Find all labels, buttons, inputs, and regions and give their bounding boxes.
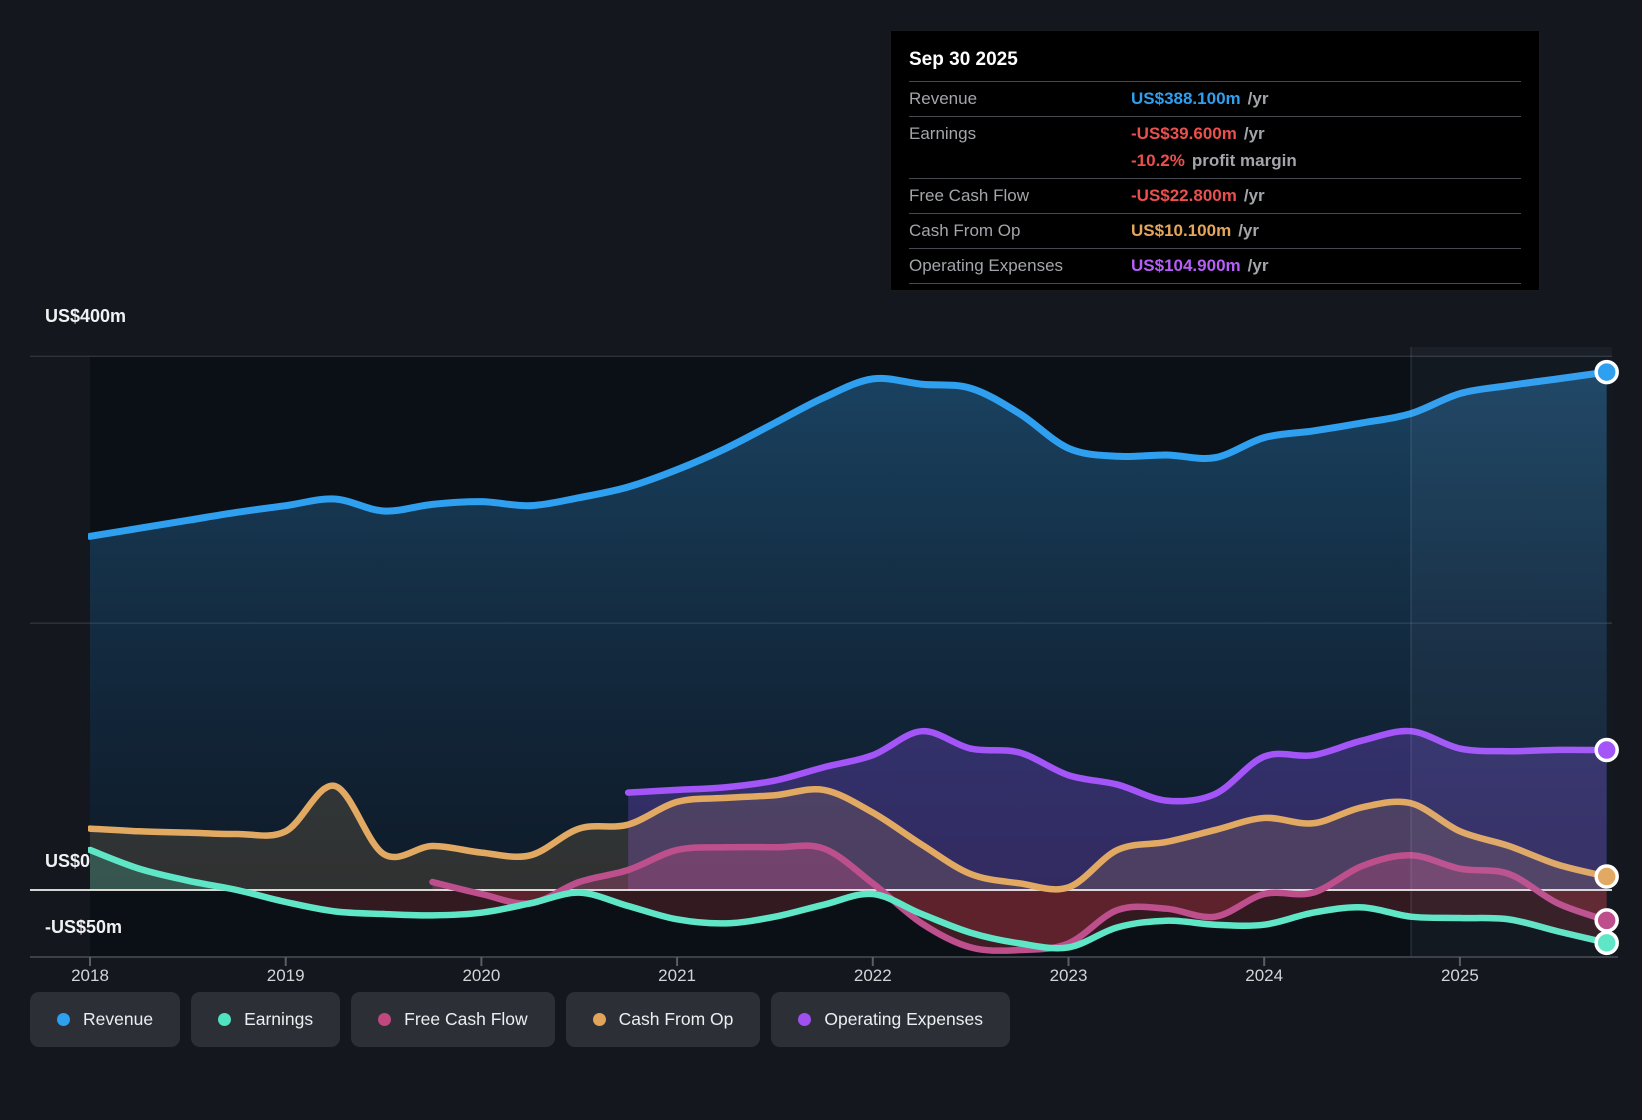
- legend-item-cash-from-op[interactable]: Cash From Op: [565, 992, 761, 1047]
- chart-tooltip: Sep 30 2025 Revenue US$388.100m/yr Earning…: [890, 30, 1540, 291]
- tooltip-rows: Revenue US$388.100m/yr Earnings -US$39.600m…: [909, 81, 1521, 284]
- x-axis-label-2024: 2024: [1245, 966, 1284, 985]
- legend-label: Earnings: [244, 1009, 314, 1029]
- chart-legend: Revenue Earnings Free Cash Flow Cash From O…: [30, 992, 1010, 1047]
- tooltip-row-value: -US$39.600m: [1131, 124, 1237, 143]
- tooltip-row-value: -10.2%: [1131, 151, 1185, 170]
- area-operating-expenses: [628, 731, 1607, 890]
- tooltip-row-label: Operating Expenses: [909, 256, 1064, 275]
- tooltip-row: Revenue US$388.100m/yr: [909, 81, 1521, 116]
- legend-dot-icon: [798, 1013, 812, 1026]
- tooltip-row: Operating Expenses US$104.900m/yr: [909, 248, 1521, 283]
- legend-dot-icon: [218, 1013, 232, 1026]
- series-line-earnings: [88, 846, 1610, 952]
- legend-dot-icon: [57, 1013, 70, 1026]
- legend-label: Free Cash Flow: [404, 1009, 528, 1029]
- x-axis-label-2021: 2021: [658, 966, 697, 985]
- tooltip-row-value: -US$22.800m: [1131, 186, 1237, 205]
- x-axis-label-2019: 2019: [266, 966, 305, 985]
- tooltip-row-label: Revenue: [909, 89, 978, 108]
- tooltip-row-label: Earnings: [909, 124, 977, 143]
- legend-item-operating-expenses[interactable]: Operating Expenses: [771, 992, 1010, 1047]
- y-axis-label-400m: US$400m: [45, 306, 127, 326]
- tooltip-row-suffix: /yr: [1247, 256, 1269, 275]
- endpoint-marker-earnings[interactable]: [1594, 930, 1619, 956]
- legend-item-earnings[interactable]: Earnings: [191, 992, 341, 1047]
- endpoint-marker-revenue[interactable]: [1594, 359, 1619, 385]
- x-axis-label-2023: 2023: [1049, 966, 1088, 985]
- tooltip-row-label: Cash From Op: [909, 221, 1021, 240]
- tooltip-row-suffix: /yr: [1247, 89, 1269, 108]
- series-line-operating-expenses: [624, 727, 1610, 805]
- x-axis-label-2022: 2022: [853, 966, 892, 985]
- tooltip-row: Free Cash Flow -US$22.800m/yr: [909, 178, 1521, 213]
- endpoint-marker-cash-from-op[interactable]: [1594, 864, 1619, 889]
- series-line-revenue: [88, 368, 1611, 540]
- series-line-cash-from-op: [88, 782, 1610, 893]
- highlight-band: [1410, 347, 1612, 957]
- legend-dot-icon: [592, 1013, 606, 1026]
- tooltip-row: -10.2% profit margin: [909, 151, 1521, 178]
- x-axis-label-2018: 2018: [71, 966, 109, 985]
- tooltip-row-label: Free Cash Flow: [909, 186, 1029, 205]
- area-cash-from-op: [90, 785, 1607, 890]
- endpoint-marker-free-cash-flow[interactable]: [1594, 908, 1619, 933]
- area-free-cash-flow-positive: [432, 845, 1607, 890]
- tooltip-row-suffix: /yr: [1243, 186, 1265, 205]
- y-axis-label-neg50m: -US$50m: [45, 917, 123, 937]
- tooltip-row-suffix: /yr: [1238, 221, 1259, 240]
- y-axis-label-zero: US$0: [45, 851, 91, 871]
- area-free-cash-flow-negative: [432, 890, 1607, 951]
- tooltip-row-suffix: profit margin: [1191, 151, 1297, 170]
- tooltip-row-value: US$104.900m: [1131, 256, 1241, 275]
- area-revenue: [90, 372, 1607, 890]
- tooltip-row-value: US$10.100m: [1131, 221, 1232, 240]
- x-axis-label-2025: 2025: [1440, 966, 1479, 985]
- legend-label: Cash From Op: [618, 1009, 734, 1029]
- legend-label: Operating Expenses: [824, 1009, 983, 1029]
- area-earnings-negative: [90, 890, 1607, 949]
- tooltip-row: Cash From Op US$10.100m/yr: [909, 213, 1521, 248]
- legend-item-free-cash-flow[interactable]: Free Cash Flow: [351, 992, 555, 1047]
- series-line-free-cash-flow: [429, 842, 1610, 954]
- tooltip-row-value: US$388.100m: [1131, 89, 1241, 108]
- x-axis-label-2020: 2020: [462, 966, 501, 985]
- tooltip-row-suffix: /yr: [1243, 124, 1265, 143]
- legend-dot-icon: [378, 1013, 392, 1026]
- legend-label: Revenue: [83, 1009, 154, 1029]
- tooltip-row: Earnings -US$39.600m/yr: [909, 116, 1521, 151]
- endpoint-marker-operating-expenses[interactable]: [1594, 737, 1619, 763]
- tooltip-date: Sep 30 2025: [909, 49, 1018, 70]
- legend-item-revenue[interactable]: Revenue: [30, 992, 181, 1047]
